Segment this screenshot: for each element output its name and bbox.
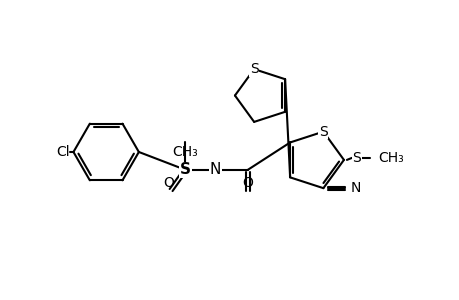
- Text: S: S: [352, 151, 360, 165]
- Text: S: S: [319, 124, 327, 139]
- Text: N: N: [209, 162, 220, 177]
- Text: O: O: [242, 176, 253, 190]
- Text: N: N: [349, 181, 360, 195]
- Text: O: O: [163, 176, 174, 190]
- Text: CH₃: CH₃: [378, 151, 403, 165]
- Text: S: S: [249, 62, 258, 76]
- Text: Cl: Cl: [56, 145, 69, 159]
- Text: S: S: [179, 162, 190, 177]
- Text: CH₃: CH₃: [172, 145, 198, 159]
